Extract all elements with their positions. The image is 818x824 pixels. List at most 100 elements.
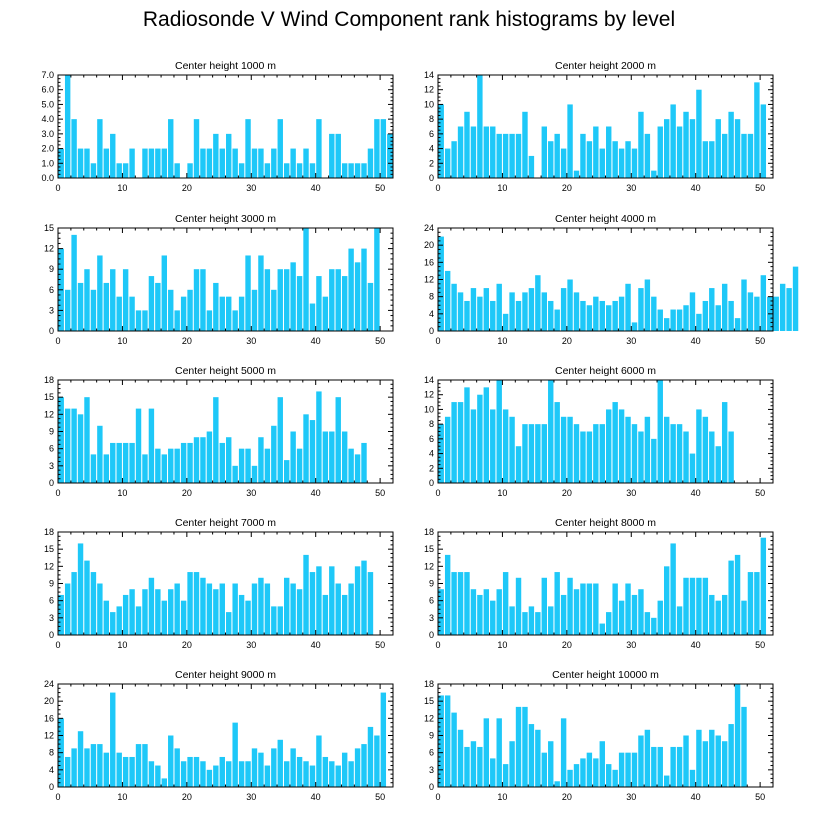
bar bbox=[464, 111, 470, 178]
bar bbox=[702, 741, 709, 787]
bar bbox=[715, 119, 721, 178]
bar bbox=[728, 724, 734, 787]
bar bbox=[129, 442, 135, 483]
bar bbox=[187, 163, 193, 178]
x-tick-label: 50 bbox=[375, 792, 385, 802]
bar bbox=[477, 594, 483, 635]
bar bbox=[193, 119, 200, 178]
bar bbox=[741, 706, 747, 787]
bar bbox=[354, 566, 361, 635]
panel-title: Center height 3000 m bbox=[175, 213, 276, 225]
bar bbox=[142, 589, 148, 635]
bar bbox=[548, 300, 554, 331]
bar bbox=[676, 309, 683, 331]
bar bbox=[187, 289, 193, 331]
bar bbox=[290, 748, 296, 788]
bar bbox=[142, 744, 148, 787]
bar bbox=[290, 262, 296, 331]
bar bbox=[593, 424, 599, 483]
y-tick-label: 3 bbox=[49, 461, 54, 471]
bar bbox=[689, 453, 696, 483]
bar bbox=[348, 448, 354, 483]
x-tick-label: 20 bbox=[562, 640, 572, 650]
bar bbox=[335, 133, 341, 178]
bar bbox=[316, 276, 322, 331]
bar bbox=[309, 303, 316, 331]
bar bbox=[264, 269, 271, 331]
bar bbox=[213, 765, 219, 787]
bar bbox=[522, 612, 528, 635]
bar bbox=[664, 119, 670, 178]
y-tick-label: 12 bbox=[44, 731, 54, 741]
bar bbox=[683, 577, 689, 635]
bar bbox=[554, 133, 560, 178]
x-tick-label: 30 bbox=[626, 336, 636, 346]
y-tick-label: 9 bbox=[49, 427, 54, 437]
bar bbox=[470, 126, 477, 178]
bar bbox=[625, 416, 631, 483]
x-tick-label: 10 bbox=[117, 183, 127, 193]
bar bbox=[644, 416, 651, 483]
bar bbox=[683, 305, 689, 331]
y-tick-label: 0 bbox=[429, 173, 434, 183]
bar bbox=[168, 119, 174, 178]
bar bbox=[103, 148, 110, 178]
x-tick-label: 30 bbox=[626, 792, 636, 802]
x-tick-label: 10 bbox=[497, 792, 507, 802]
bar bbox=[187, 572, 193, 635]
bar bbox=[734, 318, 741, 332]
x-tick-label: 20 bbox=[182, 488, 192, 498]
bar bbox=[296, 589, 303, 635]
bar bbox=[354, 262, 361, 331]
bar bbox=[580, 583, 586, 635]
bar bbox=[329, 431, 335, 483]
bar bbox=[110, 269, 116, 331]
x-tick-label: 40 bbox=[691, 640, 701, 650]
panel-title: Center height 1000 m bbox=[175, 60, 276, 72]
bar bbox=[741, 600, 747, 635]
x-tick-label: 30 bbox=[246, 792, 256, 802]
bar bbox=[599, 741, 605, 787]
bar bbox=[490, 126, 496, 178]
bar bbox=[277, 606, 283, 635]
bar bbox=[522, 424, 528, 483]
bar bbox=[696, 313, 702, 331]
x-tick-label: 40 bbox=[311, 488, 321, 498]
bar bbox=[335, 583, 341, 635]
bar bbox=[715, 305, 721, 331]
bar bbox=[606, 612, 612, 635]
x-tick-label: 40 bbox=[311, 336, 321, 346]
bar bbox=[477, 75, 483, 178]
bar bbox=[110, 442, 116, 483]
y-tick-label: 8 bbox=[429, 419, 434, 429]
bar bbox=[110, 692, 116, 787]
bar bbox=[380, 119, 387, 178]
bar bbox=[548, 741, 554, 787]
bar bbox=[709, 594, 715, 635]
bar bbox=[193, 756, 200, 787]
bar bbox=[689, 769, 696, 787]
bar bbox=[612, 583, 618, 635]
bar bbox=[296, 276, 303, 331]
bar bbox=[638, 431, 644, 483]
bar bbox=[625, 283, 631, 331]
bar bbox=[135, 606, 142, 635]
bar bbox=[161, 148, 167, 178]
panel-10: Center height 10000 m 0 3 6 9 12 15 18 0 10 20 30 40… bbox=[424, 669, 774, 802]
bar bbox=[528, 724, 535, 787]
y-tick-label: 0 bbox=[49, 782, 54, 792]
bar bbox=[567, 769, 573, 787]
bar bbox=[180, 296, 187, 331]
bar bbox=[438, 589, 444, 635]
bar bbox=[77, 414, 84, 483]
bar bbox=[213, 589, 219, 635]
bar bbox=[444, 554, 451, 635]
x-tick-label: 20 bbox=[562, 183, 572, 193]
bar bbox=[625, 752, 631, 787]
bar bbox=[64, 75, 71, 178]
y-tick-label: 6 bbox=[429, 596, 434, 606]
x-tick-label: 40 bbox=[691, 183, 701, 193]
x-tick-label: 20 bbox=[562, 336, 572, 346]
bar bbox=[670, 104, 676, 178]
y-tick-label: 4.0 bbox=[41, 114, 54, 124]
